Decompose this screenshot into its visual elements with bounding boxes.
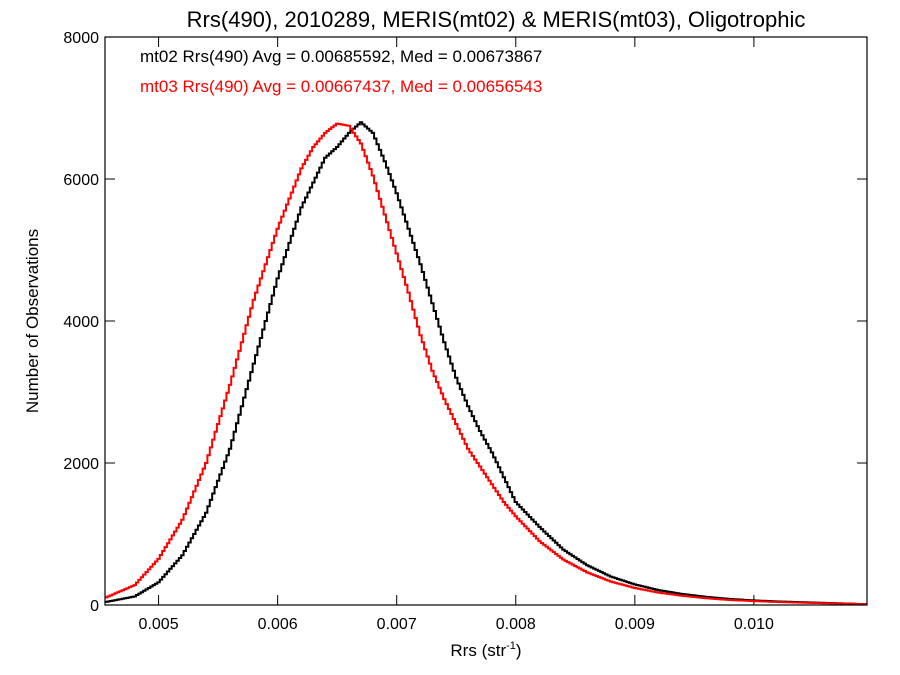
y-tick-label: 6000 <box>63 172 99 189</box>
x-axis-label: Rrs (str-1) <box>450 640 521 660</box>
series-layer <box>105 121 867 606</box>
legend-mt02: mt02 Rrs(490) Avg = 0.00685592, Med = 0.… <box>140 47 542 66</box>
y-tick-label: 0 <box>90 598 99 615</box>
x-axis-label-main: Rrs (str <box>450 641 506 660</box>
legend-mt03: mt03 Rrs(490) Avg = 0.00667437, Med = 0.… <box>140 77 542 96</box>
axis-ticks: 0.005 0.006 0.007 0.008 0.009 0.010 0 2000 4000 6… <box>63 30 867 633</box>
y-tick-label: 2000 <box>63 456 99 473</box>
series-mt02-line <box>105 121 867 606</box>
chart-title: Rrs(490), 2010289, MERIS(mt02) & MERIS(m… <box>187 7 806 32</box>
x-tick-label: 0.007 <box>377 616 417 633</box>
y-tick-label: 8000 <box>63 30 99 47</box>
y-tick-label: 4000 <box>63 314 99 331</box>
x-tick-label: 0.005 <box>139 616 179 633</box>
x-tick-label: 0.009 <box>615 616 655 633</box>
x-axis-label-superscript: -1 <box>506 640 516 652</box>
series-mt03-line <box>105 122 867 606</box>
x-tick-label: 0.010 <box>734 616 774 633</box>
x-tick-label: 0.008 <box>496 616 536 633</box>
x-tick-label: 0.006 <box>258 616 298 633</box>
x-axis-label-suffix: ) <box>516 641 522 660</box>
y-axis-label: Number of Observations <box>23 229 42 413</box>
plot-frame <box>104 36 868 606</box>
